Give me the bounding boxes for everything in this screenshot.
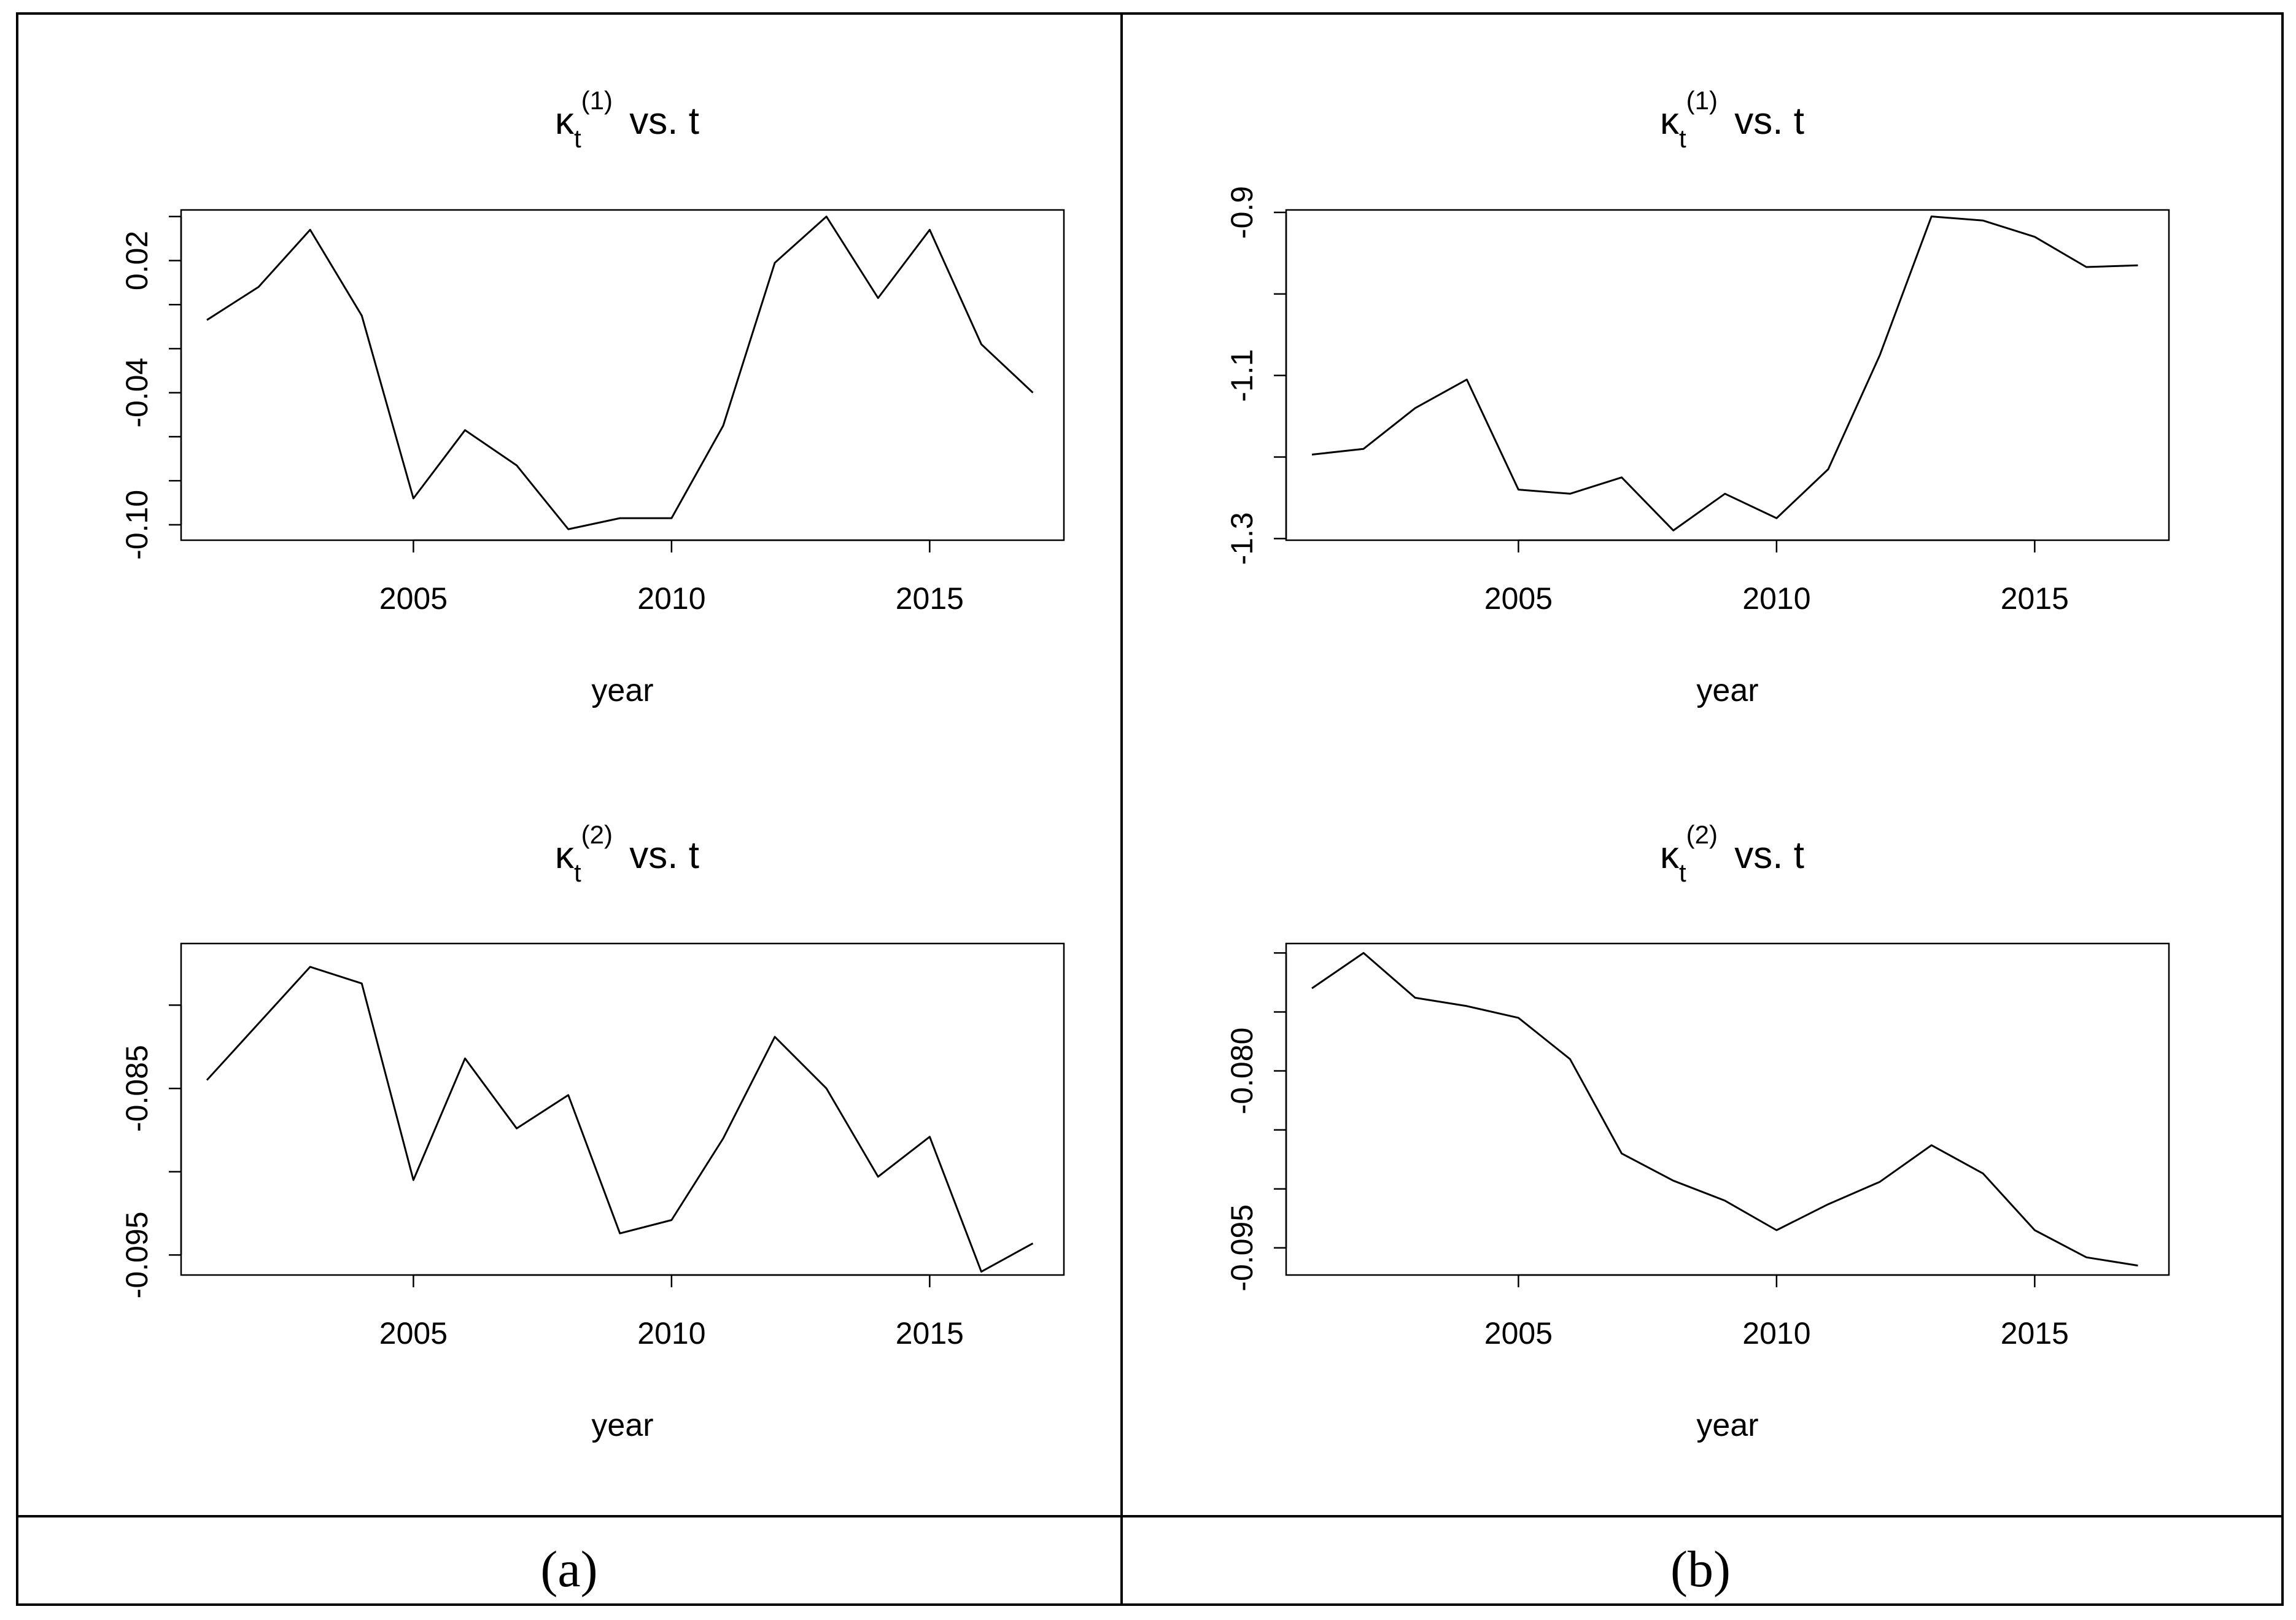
- x-tick-label: 2005: [379, 581, 448, 616]
- x-tick-label: 2015: [896, 581, 964, 616]
- y-tick-label: -0.9: [1225, 186, 1259, 239]
- x-tick-label: 2005: [379, 1316, 448, 1351]
- y-tick-label: -0.085: [120, 1045, 154, 1132]
- title-superscript: (2): [581, 820, 613, 849]
- caption-a: (a): [540, 1541, 597, 1598]
- x-tick-label: 2015: [2001, 1316, 2069, 1351]
- chart-a-kappa1: κt(1) vs. t 2005 2010 2015 -0.10 -0.04 0.02 yea…: [120, 86, 1065, 708]
- x-tick-label: 2005: [1484, 1316, 1553, 1351]
- figure-border: [16, 12, 2284, 1606]
- x-tick-label: 2015: [896, 1316, 964, 1351]
- plot-area: [1285, 942, 2170, 1276]
- x-tick-label: 2010: [637, 1316, 705, 1351]
- series-line: [1311, 951, 2138, 1267]
- title-rest: vs. t: [1724, 834, 1804, 877]
- title-rest: vs. t: [1724, 100, 1804, 142]
- title-superscript: (1): [1686, 86, 1718, 115]
- chart-b-kappa1: κt(1) vs. t 2005 2010 2015 -1.3 -1.1 -0.9 year: [1225, 86, 2170, 708]
- x-tick-label: 2015: [2001, 581, 2069, 616]
- x-tick-label: 2010: [637, 581, 705, 616]
- chart-title: κt(1) vs. t: [1660, 86, 1804, 153]
- series-line: [206, 966, 1034, 1273]
- y-tick-label: -0.080: [1225, 1028, 1259, 1115]
- y-tick-label: -0.095: [120, 1212, 154, 1299]
- x-axis-label: year: [1696, 1408, 1758, 1443]
- chart-title: κt(1) vs. t: [555, 86, 699, 153]
- x-tick-label: 2010: [1742, 581, 1810, 616]
- title-rest: vs. t: [619, 834, 699, 877]
- chart-b-kappa2: κt(2) vs. t 2005 2010 2015 -0.095 -0.080 year: [1225, 820, 2170, 1443]
- plot-area: [180, 942, 1065, 1276]
- plot-area: [1285, 209, 2170, 541]
- title-subscript: t: [574, 124, 581, 153]
- title-symbol: κ: [1660, 834, 1680, 877]
- series-line: [206, 215, 1034, 530]
- chart-title: κt(2) vs. t: [555, 820, 699, 887]
- y-tick-label: -1.1: [1225, 349, 1259, 402]
- x-axis-label: year: [1696, 673, 1758, 708]
- x-axis-label: year: [591, 673, 653, 708]
- x-tick-label: 2005: [1484, 581, 1553, 616]
- title-superscript: (1): [581, 86, 613, 115]
- title-symbol: κ: [555, 834, 575, 877]
- caption-b: (b): [1670, 1541, 1731, 1598]
- title-symbol: κ: [555, 100, 575, 142]
- series-line: [1311, 215, 2138, 532]
- title-subscript: t: [1679, 858, 1686, 887]
- y-tick-label: -1.3: [1225, 512, 1259, 565]
- chart-a-kappa2: κt(2) vs. t 2005 2010 2015 -0.095 -0.085 year: [120, 820, 1065, 1443]
- y-tick-label: -0.04: [120, 358, 154, 428]
- y-tick-label: -0.095: [1225, 1204, 1259, 1292]
- title-rest: vs. t: [619, 100, 699, 142]
- title-superscript: (2): [1686, 820, 1718, 849]
- x-tick-label: 2010: [1742, 1316, 1810, 1351]
- y-tick-label: 0.02: [120, 231, 154, 290]
- y-tick-label: -0.10: [120, 490, 154, 560]
- plot-area: [180, 209, 1065, 541]
- chart-title: κt(2) vs. t: [1660, 820, 1804, 887]
- title-symbol: κ: [1660, 100, 1680, 142]
- title-subscript: t: [1679, 124, 1686, 153]
- x-axis-label: year: [591, 1408, 653, 1443]
- title-subscript: t: [574, 858, 581, 887]
